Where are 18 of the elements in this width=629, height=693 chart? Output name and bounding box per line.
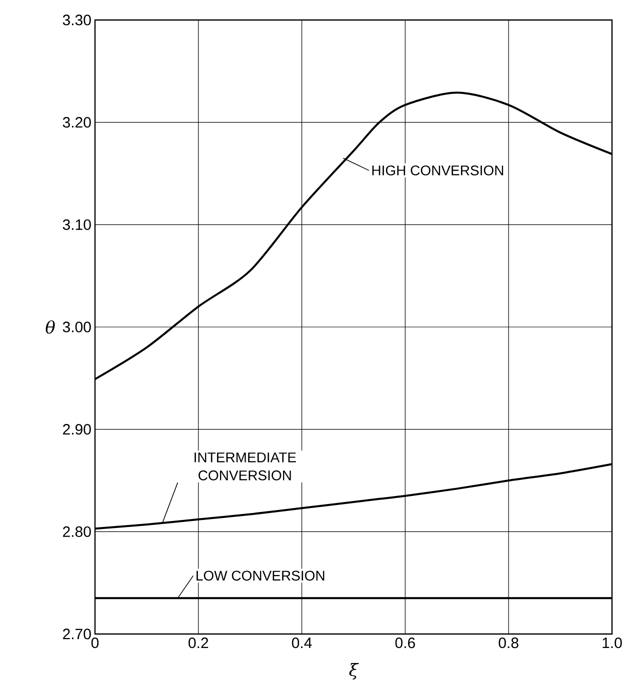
x-tick-label: 0.8 (498, 638, 518, 648)
y-tick-label: 3.10 (62, 219, 91, 230)
y-tick-label: 2.90 (63, 424, 91, 435)
y-tick-label: 2.70 (63, 628, 91, 640)
x-tick-label: 0.2 (188, 638, 208, 648)
y-tick-label: 2.80 (63, 526, 91, 537)
y-tick-label: 3.30 (62, 14, 91, 26)
x-tick-label: 0 (91, 638, 99, 648)
x-axis-title: ξ (349, 663, 359, 680)
x-tick-label: 1.0 (602, 638, 622, 648)
y-tick-label: 3.00 (62, 322, 91, 332)
x-tick-label: 0.6 (395, 638, 415, 648)
y-axis-title: θ (46, 320, 55, 334)
x-tick-label: 0.4 (292, 638, 312, 648)
annotation: LOW CONVERSION (196, 570, 324, 581)
annotation: HIGH CONVERSION (372, 165, 504, 176)
annotation: INTERMEDIATE CONVERSION (194, 452, 296, 480)
y-tick-label: 3.20 (62, 117, 91, 128)
